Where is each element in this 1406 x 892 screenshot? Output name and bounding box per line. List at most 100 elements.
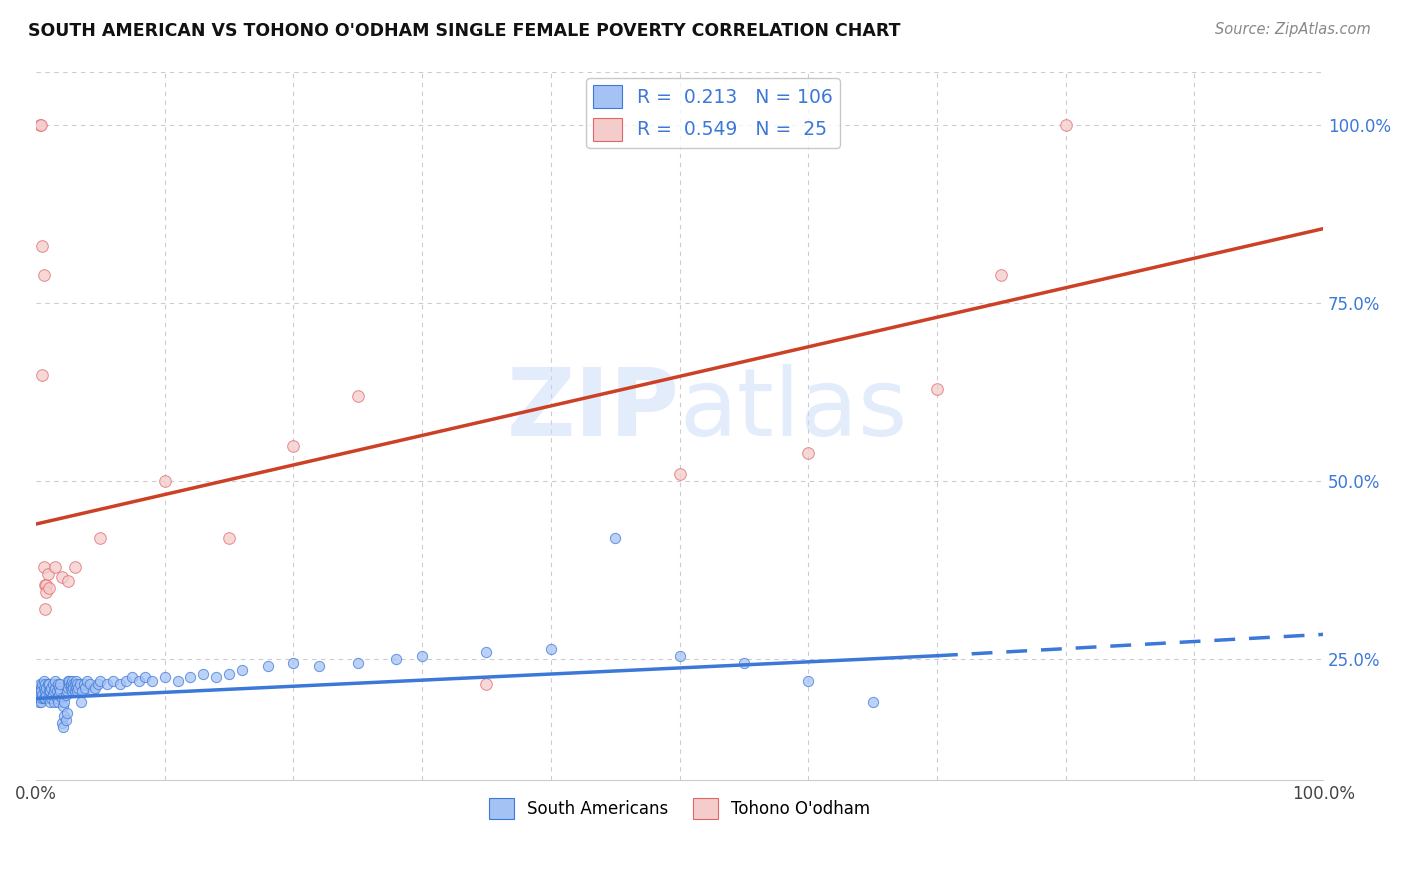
Text: Source: ZipAtlas.com: Source: ZipAtlas.com	[1215, 22, 1371, 37]
Point	[44, 559, 66, 574]
Point	[72, 677, 94, 691]
Point	[38, 677, 60, 691]
Point	[35, 681, 58, 695]
Point	[39, 684, 62, 698]
Point	[475, 645, 498, 659]
Point	[56, 684, 79, 698]
Point	[35, 577, 58, 591]
Point	[56, 574, 79, 588]
Point	[34, 602, 56, 616]
Point	[44, 673, 66, 688]
Point	[37, 566, 59, 581]
Point	[55, 688, 77, 702]
Point	[96, 677, 118, 691]
Point	[87, 677, 110, 691]
Point	[540, 641, 562, 656]
Point	[70, 695, 93, 709]
Point	[41, 677, 63, 691]
Point	[193, 666, 215, 681]
Point	[76, 673, 98, 688]
Point	[67, 681, 90, 695]
Text: SOUTH AMERICAN VS TOHONO O'ODHAM SINGLE FEMALE POVERTY CORRELATION CHART: SOUTH AMERICAN VS TOHONO O'ODHAM SINGLE …	[28, 22, 901, 40]
Point	[30, 695, 52, 709]
Point	[797, 673, 820, 688]
Point	[32, 691, 55, 706]
Point	[27, 684, 49, 698]
Point	[45, 691, 67, 706]
Point	[30, 684, 52, 698]
Point	[53, 709, 76, 723]
Point	[65, 681, 87, 695]
Point	[58, 673, 80, 688]
Point	[58, 677, 80, 691]
Point	[115, 673, 138, 688]
Point	[60, 673, 83, 688]
Point	[166, 673, 188, 688]
Point	[73, 681, 96, 695]
Point	[27, 695, 49, 709]
Point	[63, 684, 86, 698]
Point	[27, 681, 49, 695]
Point	[35, 688, 58, 702]
Point	[668, 467, 690, 482]
Point	[256, 659, 278, 673]
Point	[1054, 119, 1077, 133]
Point	[89, 673, 111, 688]
Point	[605, 531, 627, 545]
Text: atlas: atlas	[679, 364, 908, 456]
Point	[72, 684, 94, 698]
Point	[128, 673, 150, 688]
Point	[179, 670, 201, 684]
Point	[283, 656, 305, 670]
Point	[101, 673, 124, 688]
Point	[218, 531, 240, 545]
Point	[34, 677, 56, 691]
Point	[411, 648, 433, 663]
Point	[205, 670, 228, 684]
Point	[84, 681, 107, 695]
Point	[32, 268, 55, 282]
Point	[62, 681, 84, 695]
Point	[925, 382, 948, 396]
Point	[35, 584, 58, 599]
Point	[53, 695, 76, 709]
Point	[63, 677, 86, 691]
Point	[49, 684, 72, 698]
Point	[108, 677, 131, 691]
Text: ZIP: ZIP	[506, 364, 679, 456]
Point	[34, 684, 56, 698]
Point	[59, 681, 82, 695]
Point	[42, 684, 65, 698]
Point	[37, 691, 59, 706]
Point	[346, 389, 368, 403]
Point	[66, 677, 89, 691]
Point	[56, 681, 79, 695]
Point	[52, 720, 75, 734]
Point	[25, 691, 48, 706]
Point	[38, 684, 60, 698]
Point	[38, 581, 60, 595]
Point	[65, 673, 87, 688]
Point	[28, 677, 51, 691]
Point	[46, 695, 69, 709]
Point	[69, 677, 91, 691]
Point	[990, 268, 1012, 282]
Point	[82, 684, 104, 698]
Point	[56, 706, 79, 720]
Point	[42, 695, 65, 709]
Point	[134, 670, 156, 684]
Point	[283, 439, 305, 453]
Point	[28, 119, 51, 133]
Point	[862, 695, 884, 709]
Point	[37, 677, 59, 691]
Point	[385, 652, 408, 666]
Point	[32, 559, 55, 574]
Point	[41, 691, 63, 706]
Point	[141, 673, 163, 688]
Legend: South Americans, Tohono O'odham: South Americans, Tohono O'odham	[482, 792, 877, 825]
Point	[28, 688, 51, 702]
Point	[49, 677, 72, 691]
Point	[34, 691, 56, 706]
Point	[41, 681, 63, 695]
Point	[44, 681, 66, 695]
